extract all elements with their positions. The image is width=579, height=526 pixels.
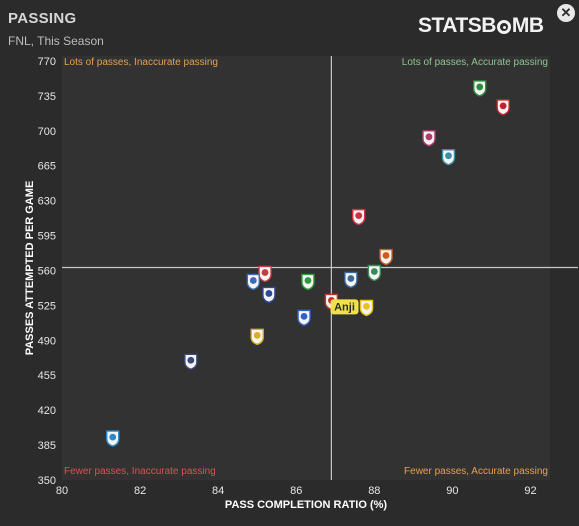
y-tick-label: 350 bbox=[38, 475, 56, 487]
team-crest-point bbox=[301, 273, 315, 291]
y-axis-title: PASSES ATTEMPTED PER GAME bbox=[24, 181, 36, 356]
team-crest-point bbox=[184, 353, 198, 371]
team-crest-point bbox=[473, 80, 487, 97]
team-crest-point bbox=[359, 299, 374, 317]
team-crest-point bbox=[297, 309, 311, 327]
team-crest-point bbox=[379, 248, 393, 266]
team-crest-point bbox=[262, 286, 276, 304]
y-tick-label: 455 bbox=[38, 370, 56, 382]
x-axis-title: PASS COMPLETION RATIO (%) bbox=[225, 499, 387, 511]
y-tick-label: 420 bbox=[38, 405, 56, 417]
logo-ball-icon bbox=[496, 20, 511, 34]
team-crest-point bbox=[106, 430, 120, 447]
x-tick-label: 80 bbox=[56, 485, 68, 497]
team-crest-point bbox=[352, 208, 366, 226]
quadrant-label-bottom-right: Fewer passes, Accurate passing bbox=[404, 466, 548, 477]
team-crest-point bbox=[246, 273, 260, 291]
close-button[interactable]: ✕ bbox=[557, 4, 575, 22]
logo-text-start: STATSB bbox=[418, 14, 496, 37]
team-crest-point bbox=[422, 130, 436, 147]
x-tick-label: 88 bbox=[368, 485, 380, 497]
team-crest-point bbox=[344, 271, 358, 289]
team-crest-point bbox=[441, 149, 456, 166]
y-tick-label: 630 bbox=[38, 196, 56, 208]
y-tick-label: 525 bbox=[38, 300, 56, 312]
y-tick-label: 735 bbox=[38, 91, 56, 103]
y-tick-label: 665 bbox=[38, 161, 56, 173]
y-tick-label: 595 bbox=[38, 231, 56, 243]
chart-subtitle: FNL, This Season bbox=[8, 34, 104, 48]
highlight-label: Anji bbox=[334, 301, 355, 313]
team-crest-point bbox=[496, 99, 510, 116]
x-tick-label: 92 bbox=[524, 485, 536, 497]
x-tick-label: 90 bbox=[446, 485, 458, 497]
y-tick-label: 490 bbox=[38, 335, 56, 347]
chart-title: PASSING bbox=[8, 10, 77, 27]
y-tick-label: 700 bbox=[38, 126, 56, 138]
x-tick-label: 84 bbox=[212, 485, 224, 497]
y-tick-label: 770 bbox=[38, 56, 56, 68]
y-tick-label: 385 bbox=[38, 440, 56, 452]
quadrant-label-top-right: Lots of passes, Accurate passing bbox=[402, 57, 548, 68]
statsbomb-logo: STATSB MB bbox=[418, 14, 544, 38]
y-tick-label: 560 bbox=[38, 265, 56, 277]
highlight-label-box bbox=[330, 299, 359, 315]
team-crest-point bbox=[367, 264, 382, 282]
team-crest-point bbox=[258, 265, 272, 283]
x-tick-label: 82 bbox=[134, 485, 146, 497]
team-crest-point bbox=[250, 328, 264, 346]
x-tick-label: 86 bbox=[290, 485, 302, 497]
quadrant-label-bottom-left: Fewer passes, Inaccurate passing bbox=[64, 466, 216, 477]
quadrant-label-top-left: Lots of passes, Inaccurate passing bbox=[64, 57, 218, 68]
logo-text-end: MB bbox=[511, 14, 544, 37]
